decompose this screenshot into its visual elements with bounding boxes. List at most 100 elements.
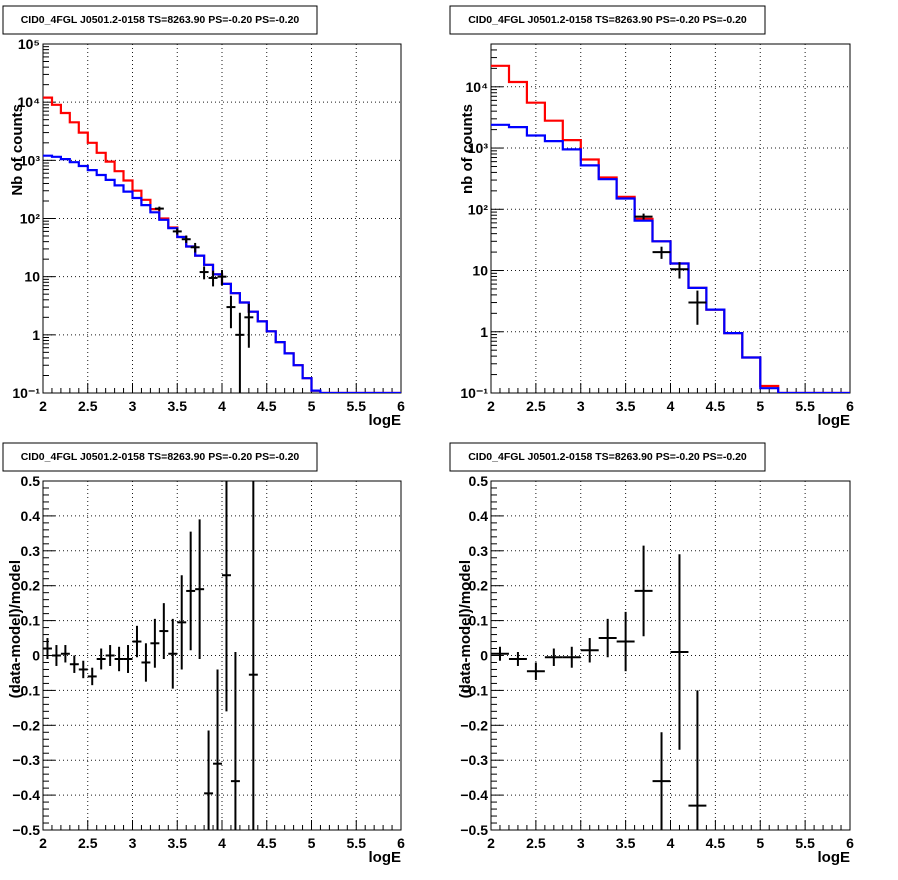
residual-point xyxy=(670,554,689,750)
y-tick-label: 0.2 xyxy=(21,578,41,594)
y-tick-label: 0.5 xyxy=(21,473,41,489)
x-tick-label: 5 xyxy=(308,835,316,851)
residual-point xyxy=(132,625,142,658)
x-axis-label: logE xyxy=(818,412,851,429)
data-point xyxy=(217,270,227,286)
residual-point xyxy=(186,531,196,651)
y-ticks xyxy=(491,43,503,394)
x-tick-label: 5.5 xyxy=(347,398,367,414)
data-point xyxy=(634,213,653,220)
title-box xyxy=(2,5,318,35)
data-point xyxy=(226,295,236,329)
y-tick-label: 10² xyxy=(468,201,489,217)
x-tick-label: 3.5 xyxy=(616,835,636,851)
data-point xyxy=(652,246,671,259)
model-source-histogram xyxy=(43,154,401,393)
x-tick-label: 2 xyxy=(39,398,47,414)
y-axis-label: Nb of counts xyxy=(9,104,26,196)
plot-content xyxy=(43,481,258,830)
data-point xyxy=(190,242,200,253)
y-tick-label: 10⁴ xyxy=(466,79,489,95)
y-tick-label: −0.3 xyxy=(12,752,40,768)
model-total-histogram xyxy=(491,64,850,393)
x-tick-label: 5.5 xyxy=(347,835,367,851)
y-tick-label: 0 xyxy=(32,648,40,664)
x-tick-label: 3 xyxy=(129,835,137,851)
title-box xyxy=(449,442,766,472)
x-tick-label: 2.5 xyxy=(78,398,98,414)
y-tick-label: −0.2 xyxy=(460,717,488,733)
residual-point xyxy=(598,618,617,658)
y-tick-label: −0.1 xyxy=(460,682,488,698)
residual-point xyxy=(580,638,599,663)
residual-point xyxy=(177,575,187,670)
y-tick-label: 10 xyxy=(24,269,40,285)
y-tick-label: −0.2 xyxy=(12,717,40,733)
x-tick-label: 5 xyxy=(308,398,316,414)
x-tick-label: 4.5 xyxy=(257,835,277,851)
x-ticks xyxy=(490,820,851,830)
x-axis-label: logE xyxy=(369,849,402,866)
x-tick-label: 2 xyxy=(487,835,495,851)
x-ticks xyxy=(490,383,851,393)
x-tick-label: 4 xyxy=(218,398,226,414)
x-tick-label: 3.5 xyxy=(168,835,188,851)
title-box xyxy=(449,5,766,35)
plot-content xyxy=(43,96,401,393)
grid xyxy=(491,481,850,830)
data-point xyxy=(172,228,182,235)
x-tick-label: 4.5 xyxy=(706,835,726,851)
x-axis-label: logE xyxy=(818,849,851,866)
model-source-histogram xyxy=(491,123,850,393)
y-tick-label: 10⁵ xyxy=(18,36,40,52)
y-axis-label: nb of counts xyxy=(459,104,476,194)
x-tick-label: 5 xyxy=(756,398,764,414)
data-point xyxy=(688,290,707,325)
residual-point xyxy=(168,618,178,689)
x-tick-label: 2.5 xyxy=(78,835,98,851)
y-tick-label: 10 xyxy=(472,263,488,279)
y-tick-label: 10³ xyxy=(20,152,41,168)
chart-title: CID0_4FGL J0501.2-0158 TS=8263.90 PS=-0.… xyxy=(21,451,300,463)
x-tick-label: 3 xyxy=(577,398,585,414)
y-tick-label: 10³ xyxy=(468,140,489,156)
residual-point xyxy=(688,690,707,830)
y-tick-label: −0.5 xyxy=(12,822,40,838)
plot-content xyxy=(491,545,707,830)
y-tick-label: 0.3 xyxy=(469,543,489,559)
residual-point xyxy=(213,669,222,830)
residual-point xyxy=(87,667,97,686)
y-tick-label: 0 xyxy=(480,648,488,664)
residual-point xyxy=(562,646,581,668)
title-box xyxy=(2,442,318,472)
x-tick-label: 4 xyxy=(667,835,675,851)
residual-point xyxy=(43,638,52,659)
x-tick-label: 3 xyxy=(577,835,585,851)
y-tick-label: 10⁻¹ xyxy=(460,385,488,401)
data-point xyxy=(670,262,689,279)
x-tick-label: 6 xyxy=(397,835,405,851)
x-tick-label: 3.5 xyxy=(616,398,636,414)
y-ticks xyxy=(43,43,55,394)
y-tick-label: −0.3 xyxy=(460,752,488,768)
x-tick-label: 6 xyxy=(846,398,854,414)
y-tick-label: 0.4 xyxy=(469,508,489,524)
x-tick-label: 4.5 xyxy=(257,398,277,414)
x-tick-label: 5 xyxy=(756,835,764,851)
y-tick-label: 0.1 xyxy=(21,613,41,629)
y-tick-label: 0.4 xyxy=(21,508,41,524)
y-tick-label: 10⁴ xyxy=(18,94,41,110)
residual-point xyxy=(159,603,169,659)
residual-point xyxy=(508,652,527,666)
y-tick-label: 10² xyxy=(20,211,41,227)
residual-point xyxy=(634,545,653,637)
grid xyxy=(43,44,401,393)
y-tick-label: 0.3 xyxy=(21,543,41,559)
residual-point xyxy=(60,645,70,663)
y-ticks xyxy=(491,480,503,831)
x-tick-label: 5.5 xyxy=(795,398,815,414)
